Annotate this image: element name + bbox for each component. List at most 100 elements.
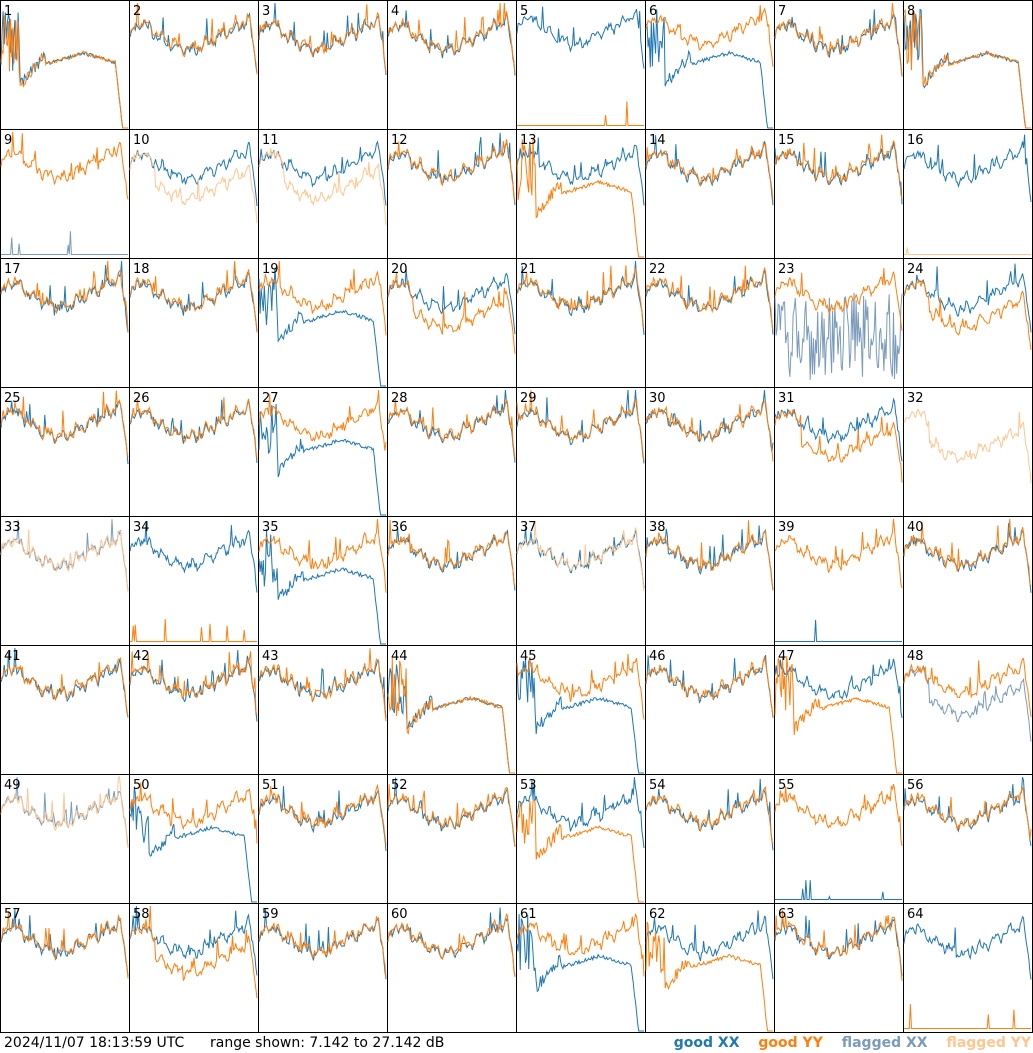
panel-41: 41 xyxy=(0,645,130,775)
panel-57: 57 xyxy=(0,903,130,1033)
panel-label: 24 xyxy=(907,262,924,277)
series-yy-21 xyxy=(516,265,645,329)
series-xx-61 xyxy=(516,914,644,1032)
panel-label: 49 xyxy=(4,778,21,793)
panel-10: 10 xyxy=(129,129,259,259)
series-yy-49 xyxy=(0,776,129,849)
series-xx-36 xyxy=(387,527,516,591)
series-yy-43 xyxy=(258,648,387,722)
series-yy-62 xyxy=(645,921,773,1032)
series-xx-64 xyxy=(903,915,1032,980)
panel-30: 30 xyxy=(645,387,775,517)
timestamp: 2024/11/07 18:13:59 UTC xyxy=(4,1035,185,1051)
panel-54: 54 xyxy=(645,774,775,904)
series-yy-57 xyxy=(0,911,129,979)
panel-38: 38 xyxy=(645,516,775,646)
panel-label: 36 xyxy=(391,520,408,535)
series-yy-23 xyxy=(774,268,903,331)
panel-label: 31 xyxy=(778,391,795,406)
series-yy-34 xyxy=(130,618,257,642)
panel-6: 6 xyxy=(645,0,775,130)
series-yy-54 xyxy=(645,786,774,845)
panel-44: 44 xyxy=(387,645,517,775)
panel-label: 28 xyxy=(391,391,408,406)
panel-label: 61 xyxy=(520,907,537,922)
series-xx-9 xyxy=(1,231,128,255)
panel-3: 3 xyxy=(258,0,388,130)
panel-label: 38 xyxy=(649,520,666,535)
series-xx-16 xyxy=(903,134,1032,202)
panel-frame xyxy=(129,258,259,388)
panel-label: 39 xyxy=(778,520,795,535)
panel-17: 17 xyxy=(0,258,130,388)
series-yy-32 xyxy=(903,408,1032,484)
panel-label: 12 xyxy=(391,133,408,148)
series-xx-55 xyxy=(775,880,902,900)
panel-frame xyxy=(0,774,130,904)
legend-flagged-xx: flagged XX xyxy=(841,1035,928,1051)
panel-label: 4 xyxy=(391,4,399,19)
panel-label: 44 xyxy=(391,649,408,664)
panel-frame xyxy=(258,903,388,1033)
series-yy-22 xyxy=(645,265,774,332)
series-xx-4 xyxy=(387,10,516,76)
series-yy-44 xyxy=(387,657,515,774)
series-yy-59 xyxy=(258,915,387,978)
panel-label: 52 xyxy=(391,778,408,793)
panel-frame xyxy=(774,516,904,646)
series-yy-27 xyxy=(258,389,387,451)
panel-28: 28 xyxy=(387,387,517,517)
panel-label: 58 xyxy=(133,907,150,922)
panel-label: 3 xyxy=(262,4,270,19)
panel-label: 11 xyxy=(262,133,279,148)
series-yy-41 xyxy=(0,657,129,718)
panel-2: 2 xyxy=(129,0,259,130)
series-yy-36 xyxy=(387,519,516,588)
panel-label: 51 xyxy=(262,778,279,793)
panel-label: 7 xyxy=(778,4,786,19)
series-xx-13 xyxy=(516,137,645,206)
panel-label: 34 xyxy=(133,520,150,535)
panel-label: 10 xyxy=(133,133,150,148)
panel-frame xyxy=(774,903,904,1033)
panel-22: 22 xyxy=(645,258,775,388)
panel-label: 42 xyxy=(133,649,150,664)
panel-frame xyxy=(645,774,775,904)
panel-8: 8 xyxy=(903,0,1033,130)
series-yy-29 xyxy=(516,390,645,461)
panel-32: 32 xyxy=(903,387,1033,517)
series-xx-48 xyxy=(903,664,1032,742)
series-yy-9 xyxy=(0,131,129,200)
series-yy-51 xyxy=(258,783,387,845)
series-yy-63 xyxy=(774,910,903,981)
panel-frame xyxy=(0,645,130,775)
panel-label: 21 xyxy=(520,262,537,277)
series-yy-5 xyxy=(517,101,644,126)
panel-frame xyxy=(645,516,775,646)
series-yy-7 xyxy=(774,2,903,76)
panel-frame xyxy=(387,516,517,646)
panel-frame xyxy=(387,129,517,259)
panel-frame xyxy=(774,0,904,130)
panel-frame xyxy=(903,903,1033,1033)
panel-23: 23 xyxy=(774,258,904,388)
series-xx-27 xyxy=(258,403,386,516)
panel-16: 16 xyxy=(903,129,1033,259)
series-xx-39 xyxy=(775,619,902,642)
panel-59: 59 xyxy=(258,903,388,1033)
series-yy-20 xyxy=(387,271,516,354)
panel-36: 36 xyxy=(387,516,517,646)
series-yy-50 xyxy=(129,782,258,844)
panel-frame xyxy=(903,129,1033,259)
legend-good-yy: good YY xyxy=(758,1035,823,1051)
panel-4: 4 xyxy=(387,0,517,130)
panel-frame xyxy=(0,258,130,388)
panel-label: 27 xyxy=(262,391,279,406)
panel-12: 12 xyxy=(387,129,517,259)
panel-1: 1 xyxy=(0,0,130,130)
legend-flagged-yy: flagged YY xyxy=(946,1035,1031,1051)
series-yy-14 xyxy=(645,142,774,202)
panel-51: 51 xyxy=(258,774,388,904)
panel-43: 43 xyxy=(258,645,388,775)
panel-frame xyxy=(258,129,388,259)
